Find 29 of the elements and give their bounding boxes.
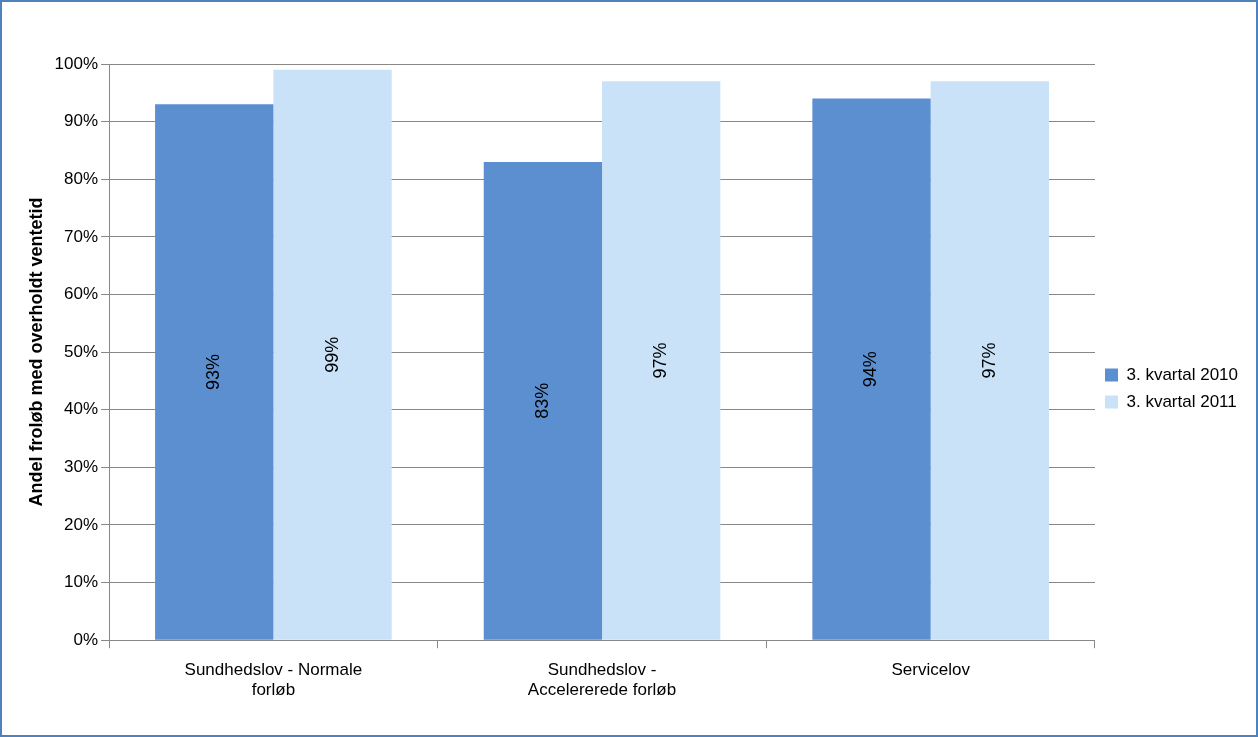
data-label: 97% [978,342,999,379]
y-tick-label: 0% [73,629,99,649]
y-tick-label: 40% [64,399,99,419]
legend-label: 3. kvartal 2010 [1126,364,1238,384]
y-tick-label: 70% [64,226,99,246]
legend-label: 3. kvartal 2011 [1126,391,1237,411]
data-label: 94% [860,351,881,388]
y-tick-label: 60% [64,284,99,304]
y-tick-label: 10% [64,572,99,592]
y-axis-title: Andel froløb med overholdt ventetid [25,197,46,507]
y-tick-label: 80% [64,168,99,188]
bar [483,161,603,640]
data-label: 99% [321,336,342,373]
x-tick-label: Sundhedslov - Accelererede forløb [527,660,677,700]
y-tick-label: 90% [64,111,99,131]
bar [602,81,721,640]
bar [812,98,931,640]
y-tick-label: 30% [64,457,99,477]
x-tick-label: Servicelov [891,660,971,680]
bar [273,69,392,640]
bar [155,104,274,640]
data-label: 97% [650,342,671,379]
data-label: 93% [203,354,224,391]
data-label: 83% [531,382,552,419]
y-tick-label: 50% [64,341,99,361]
y-tick-label: 20% [64,514,99,534]
y-tick-label: 100% [54,53,99,73]
x-tick-label: Sundhedslov - Normale forløb [184,660,363,700]
bar [930,81,1049,640]
